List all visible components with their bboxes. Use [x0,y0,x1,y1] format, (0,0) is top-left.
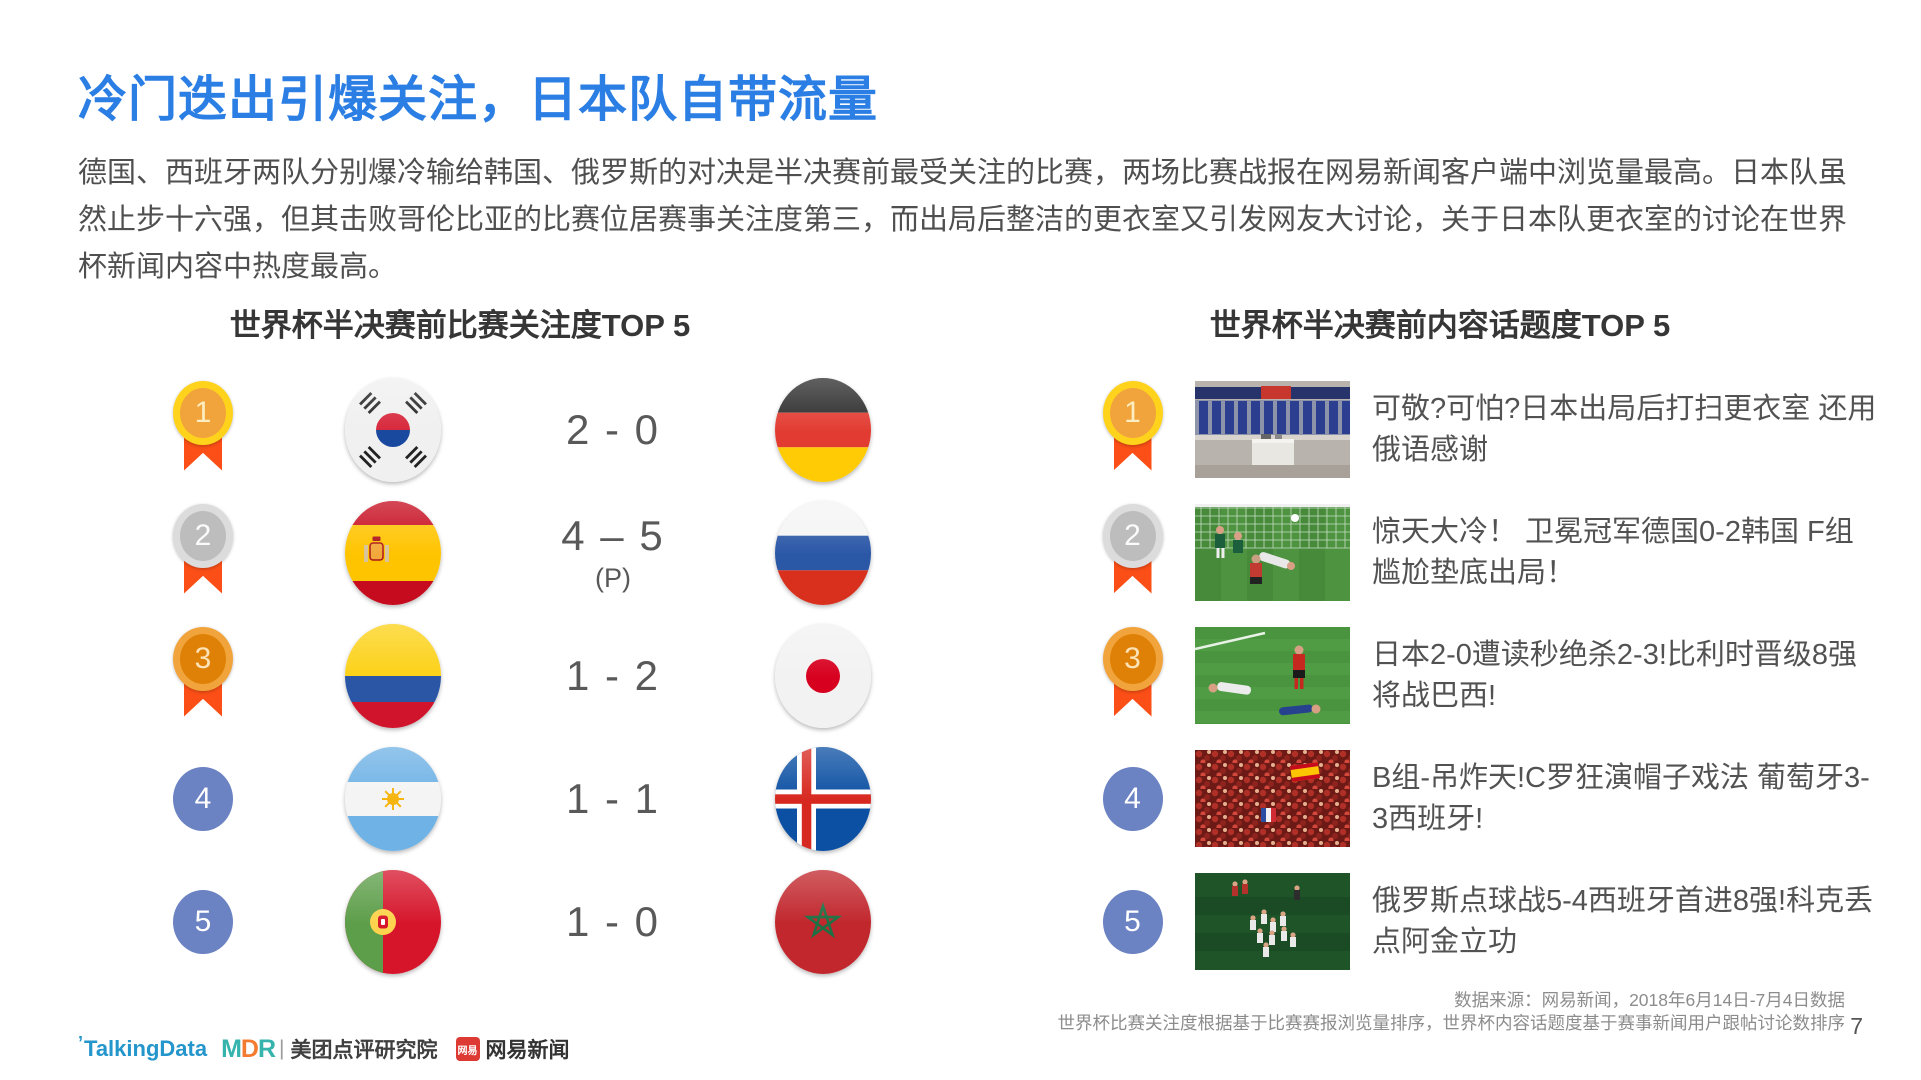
rank-1-medal-icon: 1 [173,380,233,479]
meituan-dianping-logo: 美团点评研究院 [290,1039,438,1062]
score-value: 2 - 0 [565,405,661,453]
match-row: 5 1 - 0 [118,860,918,983]
rank-4-badge: 4 [173,766,233,831]
flag-portugal-icon [345,869,441,974]
topic-row: 1 可敬?可怕?日本出局后打扫更衣室 还用俄语感谢 [1080,368,1880,491]
talkingdata-logo: TalkingData [84,1036,208,1061]
score-note: (P) [595,562,631,593]
rank-number: 5 [1102,889,1163,954]
rank-2-medal-icon: 2 [1102,503,1163,602]
page-number: 7 [1850,1013,1863,1039]
rank-number: 4 [173,766,233,831]
page-title: 冷门迭出引爆关注，日本队自带流量 [78,73,879,127]
topic-headline: 俄罗斯点球战5-4西班牙首进8强!科克丢点阿金立功 [1372,884,1874,958]
mdr-m: M [221,1034,242,1063]
topic-row: 2 惊天大冷！ 卫冕冠军德国0-2韩国 F组尴尬垫底出局！ [1080,491,1880,614]
rank-number: 1 [173,380,233,445]
rank-5-badge: 5 [1102,889,1163,954]
topic-headline: B组-吊炸天!C罗狂演帽子戏法 葡萄牙3-3西班牙! [1372,761,1870,835]
topic-row: 5 [1080,860,1880,983]
source-line-1: 数据来源：网易新闻，2018年6月14日-7月4日数据 [1454,990,1845,1010]
rank-3-medal-icon: 3 [1102,626,1163,725]
match-row: 3 1 - 2 [118,614,918,737]
score-value: 4 – 5 [561,511,665,559]
rank-4-badge: 4 [1102,766,1163,831]
rank-number: 2 [173,503,233,568]
thumbnail-germany-korea-goal-image [1195,504,1350,601]
thumbnail-japan-locker-room-image [1195,381,1350,478]
match-row: 2 4 – 5 (P) [118,491,918,614]
topic-row: 4 B组-吊炸天!C罗狂演帽子戏法 葡萄牙3-3西班牙! [1080,737,1880,860]
thumbnail-japan-belgium-players-image [1195,627,1350,724]
score-value: 1 - 1 [565,774,661,822]
data-source-notes: 数据来源：网易新闻，2018年6月14日-7月4日数据 世界杯比赛关注度根据基于… [1058,989,1846,1035]
body-paragraph: 德国、西班牙两队分别爆冷输给韩国、俄罗斯的对决是半决赛前最受关注的比赛，两场比赛… [78,157,1848,283]
rank-number: 5 [173,889,233,954]
rank-2-medal-icon: 2 [173,503,233,602]
flag-colombia-icon [345,623,441,728]
talkingdata-tick-icon: ’ [78,1032,84,1053]
rank-number: 2 [1102,503,1163,568]
flag-germany-icon [775,377,871,482]
rank-number: 3 [173,626,233,691]
source-line-2: 世界杯比赛关注度根据基于比赛赛报浏览量排序，世界杯内容话题度基于赛事新闻用户跟帖… [1057,1013,1846,1033]
thumbnail-russia-spain-celebration-image [1195,873,1350,970]
score-value: 1 - 0 [565,897,661,945]
flag-morocco-icon [775,869,871,974]
thumbnail-portugal-spain-fans-image [1195,750,1350,847]
mdr-logo: MDR [221,1034,276,1064]
flag-russia-icon [775,500,871,605]
topic-headline: 可敬?可怕?日本出局后打扫更衣室 还用俄语感谢 [1372,392,1877,466]
flag-japan-icon [775,623,871,728]
score-value: 1 - 2 [565,651,661,699]
netease-news-logo: 网易新闻 [485,1039,570,1062]
netease-badge-icon: 网易 [455,1037,480,1061]
flag-south-korea-icon [345,377,441,482]
topic-headline: 惊天大冷！ 卫冕冠军德国0-2韩国 F组尴尬垫底出局！ [1372,515,1854,589]
mdr-d: D [240,1034,259,1063]
flag-spain-icon [345,500,441,605]
rank-1-medal-icon: 1 [1102,380,1163,479]
match-panel-title: 世界杯半决赛前比赛关注度TOP 5 [229,308,691,343]
rank-5-badge: 5 [173,889,233,954]
rank-number: 1 [1102,380,1163,445]
topic-panel: 1 可敬?可怕?日本出局后打扫更衣室 还用俄语感谢 2 [1080,368,1880,983]
topic-row: 3 日本2-0遭读秒绝杀2-3!比利时晋级8强将战巴西! [1080,614,1880,737]
topic-panel-title: 世界杯半决赛前内容话题度TOP 5 [1209,308,1671,343]
match-row: 1 2 - 0 [118,368,918,491]
topic-headline: 日本2-0遭读秒绝杀2-3!比利时晋级8强将战巴西! [1372,638,1858,712]
flag-iceland-icon [775,746,871,851]
flag-argentina-icon [345,746,441,851]
rank-3-medal-icon: 3 [173,626,233,725]
rank-number: 4 [1102,766,1163,831]
rank-number: 3 [1102,626,1163,691]
mdr-r: R [257,1034,276,1063]
footer-logos: ’ TalkingData MDR | 美团点评研究院 网易 网易新闻 [78,1032,570,1064]
match-panel: 1 2 - 0 2 [118,368,918,983]
logo-divider: | [279,1037,285,1060]
match-row: 4 1 - 1 [118,737,918,860]
